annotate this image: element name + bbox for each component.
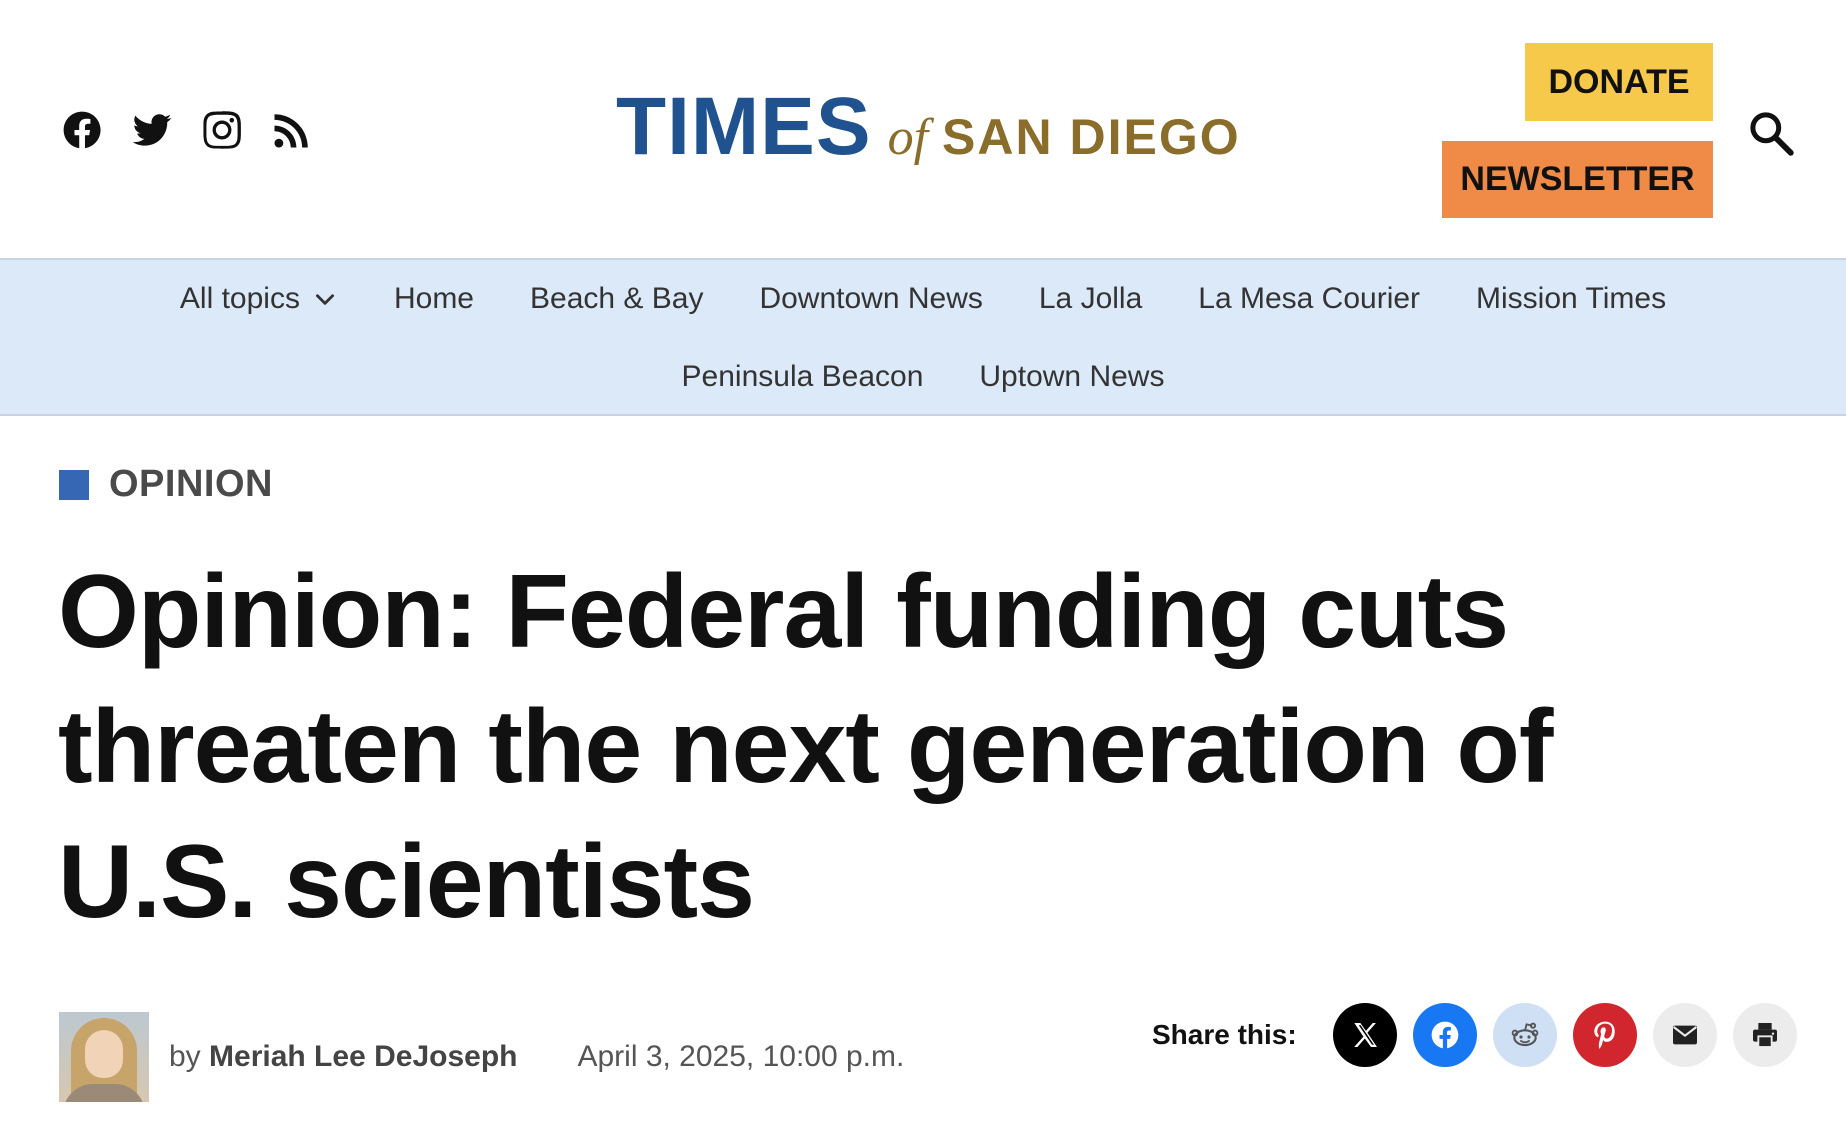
share-email-button[interactable] [1652, 1003, 1717, 1067]
nav-beach-bay[interactable]: Beach & Bay [530, 282, 704, 315]
author-avatar[interactable] [59, 1012, 149, 1102]
share-bar: Share this: [1152, 1003, 1797, 1067]
pinterest-icon [1594, 1021, 1615, 1049]
author-link[interactable]: Meriah Lee DeJoseph [209, 1040, 518, 1073]
facebook-icon [1431, 1021, 1459, 1049]
newsletter-button[interactable]: NEWSLETTER [1442, 141, 1713, 218]
byline: by Meriah Lee DeJoseph April 3, 2025, 10… [59, 1012, 904, 1102]
byline-text: by Meriah Lee DeJoseph [169, 1040, 517, 1074]
rss-icon[interactable] [270, 108, 314, 152]
share-pinterest-button[interactable] [1572, 1003, 1637, 1067]
nav-row-1: All topics Home Beach & Bay Downtown New… [0, 282, 1846, 316]
category-link[interactable]: OPINION [59, 463, 273, 506]
headline-line-3: U.S. scientists [58, 824, 755, 940]
site-header: TIMES of SAN DIEGO DONATE NEWSLETTER [0, 0, 1846, 258]
nav-all-topics-label: All topics [179, 282, 300, 315]
logo-times: TIMES [616, 81, 872, 172]
nav-peninsula-beacon[interactable]: Peninsula Beacon [681, 360, 924, 393]
print-icon [1752, 1023, 1777, 1048]
share-reddit-button[interactable] [1492, 1003, 1557, 1067]
nav-la-jolla[interactable]: La Jolla [1038, 282, 1143, 315]
chevron-down-icon [312, 286, 338, 312]
share-x-button[interactable] [1332, 1003, 1397, 1067]
search-icon[interactable] [1746, 108, 1796, 158]
nav-home[interactable]: Home [393, 282, 474, 315]
byline-prefix: by [169, 1040, 201, 1073]
main-navigation: All topics Home Beach & Bay Downtown New… [0, 258, 1846, 416]
reddit-icon [1511, 1022, 1539, 1047]
publish-date: April 3, 2025, 10:00 p.m. [577, 1040, 905, 1073]
site-logo[interactable]: TIMES of SAN DIEGO [616, 80, 1241, 174]
nav-la-mesa-courier[interactable]: La Mesa Courier [1198, 282, 1421, 315]
email-icon [1672, 1025, 1697, 1045]
x-icon [1353, 1023, 1377, 1047]
facebook-icon[interactable] [60, 108, 104, 152]
donate-button[interactable]: DONATE [1525, 43, 1713, 121]
share-print-button[interactable] [1732, 1003, 1797, 1067]
nav-downtown-news[interactable]: Downtown News [759, 282, 983, 315]
category-marker [59, 469, 89, 500]
share-facebook-button[interactable] [1412, 1003, 1477, 1067]
nav-mission-times[interactable]: Mission Times [1476, 282, 1667, 315]
twitter-icon[interactable] [130, 108, 174, 152]
instagram-icon[interactable] [200, 108, 244, 152]
nav-row-2: Peninsula Beacon Uptown News [0, 360, 1846, 394]
logo-of: of [887, 109, 929, 166]
nav-uptown-news[interactable]: Uptown News [979, 360, 1165, 393]
article-headline: Opinion: Federal funding cuts threaten t… [58, 545, 1758, 950]
social-links [60, 108, 314, 152]
share-label: Share this: [1152, 1019, 1297, 1050]
logo-san-diego: SAN DIEGO [942, 109, 1241, 165]
headline-line-2: threaten the next generation of [58, 689, 1554, 805]
headline-line-1: Opinion: Federal funding cuts [58, 554, 1509, 670]
category-label: OPINION [109, 463, 273, 505]
nav-all-topics[interactable]: All topics [152, 282, 366, 316]
